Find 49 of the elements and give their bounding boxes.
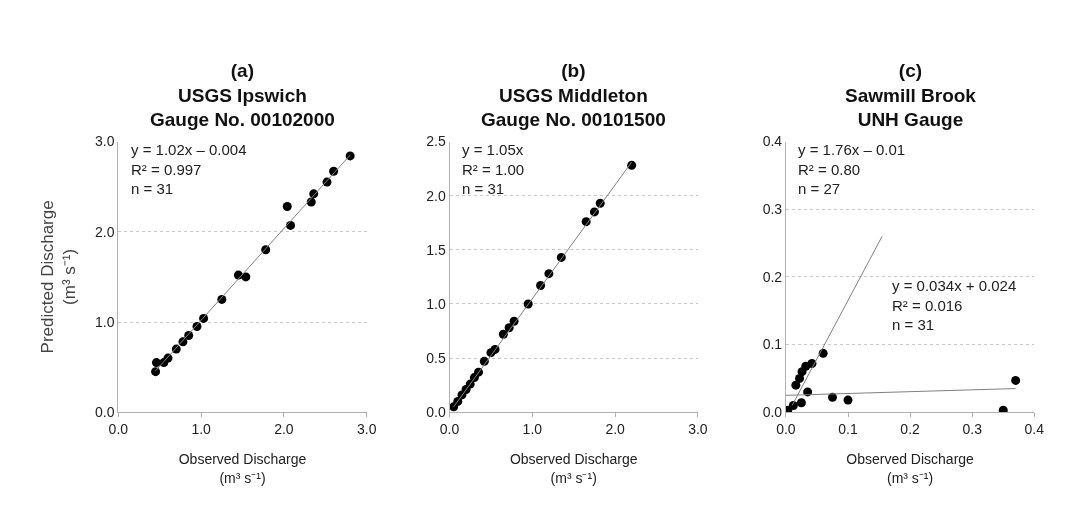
y-tick-label: 2.5 (426, 133, 446, 150)
y-tick-label: 1.0 (426, 295, 446, 312)
x-axis-title: Observed Discharge (m³ s⁻¹) (509, 451, 638, 486)
y-tick-label: 2.0 (426, 187, 446, 204)
x-tick-label: 0.1 (838, 421, 858, 438)
y-tick-label: 0.0 (95, 404, 115, 421)
x-tick-label: 2.0 (274, 421, 294, 438)
point (791, 380, 801, 390)
y-axis-title: Predicted Discharge (m³ s⁻¹) (37, 200, 79, 354)
chart-title: (a) USGS Ipswich Gauge No. 00102000 (150, 60, 335, 131)
x-tick-label: 3.0 (688, 421, 708, 438)
y-tick-label: 2.0 (95, 223, 115, 240)
y-tick-label: 0.0 (762, 404, 783, 421)
y-tick-label: 3.0 (95, 133, 115, 150)
point (151, 358, 161, 368)
x-tick-label: 2.0 (605, 421, 626, 438)
point (151, 367, 161, 377)
x-tick-label: 1.0 (522, 421, 543, 438)
x-axis-title: Observed Discharge (m³ s⁻¹) (846, 451, 975, 486)
point (796, 398, 806, 408)
x-axis-title: Observed Discharge (m³ s⁻¹) (178, 451, 307, 486)
x-tick-label: 0.2 (900, 421, 921, 438)
y-tick-label: 0.3 (762, 201, 783, 218)
point (843, 395, 853, 405)
y-tick-label: 0.0 (426, 404, 446, 421)
chart-title: (c) Sawmill Brook UNH Gauge (845, 60, 977, 131)
y-tick-label: 0.1 (762, 336, 783, 353)
y-tick-label: 1.5 (426, 241, 446, 258)
y-tick-label: 0.5 (426, 350, 446, 366)
x-tick-label: 0.0 (776, 421, 796, 438)
annotation: y = 1.76x – 0.01 R² = 0.80 n = 27 (798, 141, 906, 197)
point (998, 405, 1008, 413)
annotation: y = 1.05x R² = 1.00 n = 31 (462, 141, 525, 197)
chart-title: (b) USGS Middleton Gauge No. 00101500 (481, 60, 666, 131)
point (795, 373, 805, 383)
x-tick-label: 0.0 (439, 421, 460, 438)
x-tick-label: 0.0 (108, 421, 129, 438)
y-tick-label: 0.4 (762, 133, 783, 150)
annotation: y = 1.02x – 0.004 R² = 0.997 n = 31 (131, 141, 247, 197)
point (1011, 375, 1021, 385)
point (241, 272, 251, 282)
x-tick-label: 3.0 (356, 421, 377, 438)
x-tick-label: 1.0 (191, 421, 212, 438)
x-tick-label: 0.3 (962, 421, 983, 438)
annotation: y = 0.034x + 0.024 R² = 0.016 n = 31 (892, 277, 1017, 333)
x-tick-label: 0.4 (1024, 421, 1045, 438)
y-tick-label: 1.0 (95, 313, 115, 330)
y-tick-label: 0.2 (762, 268, 783, 285)
point (282, 201, 292, 211)
